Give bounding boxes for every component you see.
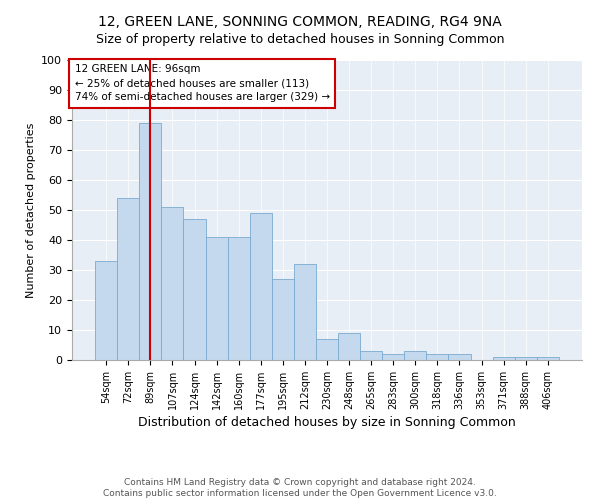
Bar xyxy=(139,123,161,360)
Bar xyxy=(404,351,427,360)
Bar xyxy=(537,357,559,360)
Bar xyxy=(294,264,316,360)
Bar xyxy=(382,354,404,360)
Bar xyxy=(360,351,382,360)
Bar xyxy=(206,237,227,360)
Bar xyxy=(95,261,117,360)
Bar xyxy=(161,207,184,360)
Bar xyxy=(272,279,294,360)
Y-axis label: Number of detached properties: Number of detached properties xyxy=(26,122,36,298)
Text: Size of property relative to detached houses in Sonning Common: Size of property relative to detached ho… xyxy=(96,32,504,46)
Bar xyxy=(250,213,272,360)
Bar xyxy=(117,198,139,360)
Bar xyxy=(184,219,206,360)
Bar xyxy=(227,237,250,360)
Bar xyxy=(493,357,515,360)
Bar xyxy=(427,354,448,360)
X-axis label: Distribution of detached houses by size in Sonning Common: Distribution of detached houses by size … xyxy=(138,416,516,429)
Text: Contains HM Land Registry data © Crown copyright and database right 2024.
Contai: Contains HM Land Registry data © Crown c… xyxy=(103,478,497,498)
Text: 12, GREEN LANE, SONNING COMMON, READING, RG4 9NA: 12, GREEN LANE, SONNING COMMON, READING,… xyxy=(98,15,502,29)
Text: 12 GREEN LANE: 96sqm
← 25% of detached houses are smaller (113)
74% of semi-deta: 12 GREEN LANE: 96sqm ← 25% of detached h… xyxy=(74,64,329,102)
Bar xyxy=(338,333,360,360)
Bar xyxy=(316,339,338,360)
Bar xyxy=(515,357,537,360)
Bar xyxy=(448,354,470,360)
